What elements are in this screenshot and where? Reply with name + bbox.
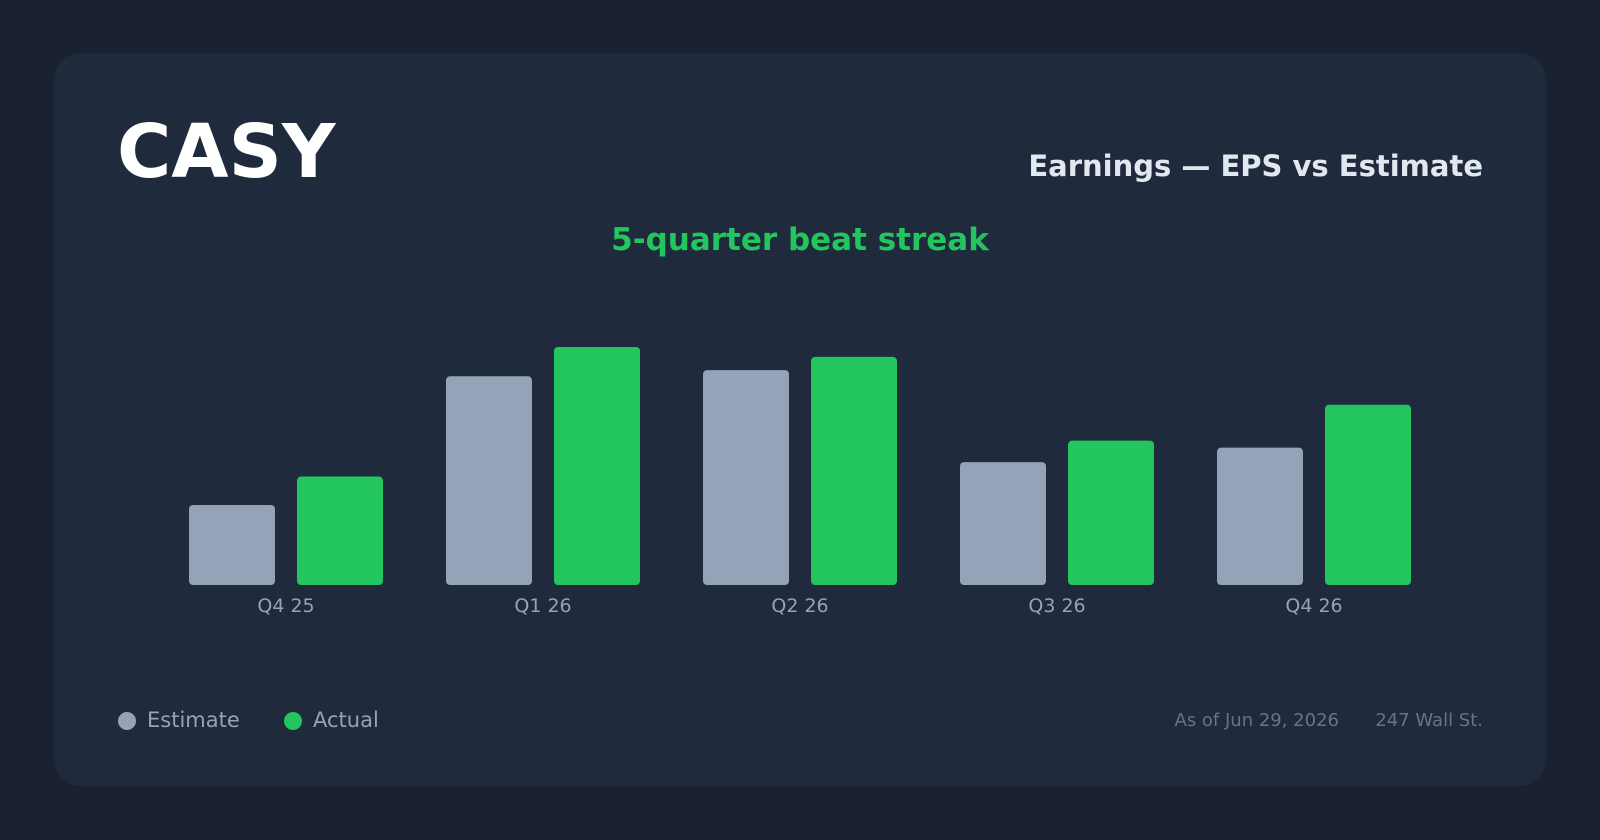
chart-title: CASY	[117, 109, 337, 195]
legend-label: Estimate	[147, 708, 240, 732]
legend-marker	[284, 712, 302, 730]
legend-marker	[118, 712, 136, 730]
annotation: 5-quarter beat streak	[611, 222, 990, 258]
bar	[1217, 447, 1303, 585]
bar	[960, 462, 1046, 585]
x-tick-label: Q3 26	[1028, 595, 1085, 617]
as-of: As of Jun 29, 2026	[1175, 710, 1340, 731]
card	[54, 53, 1546, 786]
bar	[1325, 404, 1411, 585]
bar	[703, 370, 789, 585]
x-tick-label: Q2 26	[771, 595, 828, 617]
bar	[297, 476, 383, 585]
chart-subtitle: Earnings — EPS vs Estimate	[1028, 149, 1483, 183]
bar	[811, 356, 897, 585]
bar	[446, 376, 532, 585]
x-tick-label: Q4 26	[1285, 595, 1342, 617]
x-tick-label: Q1 26	[514, 595, 571, 617]
source: 247 Wall St.	[1375, 710, 1483, 731]
bar	[554, 347, 640, 585]
bar	[1068, 440, 1154, 585]
bar	[189, 504, 275, 585]
x-tick-label: Q4 25	[257, 595, 314, 617]
legend-label: Actual	[313, 708, 379, 732]
